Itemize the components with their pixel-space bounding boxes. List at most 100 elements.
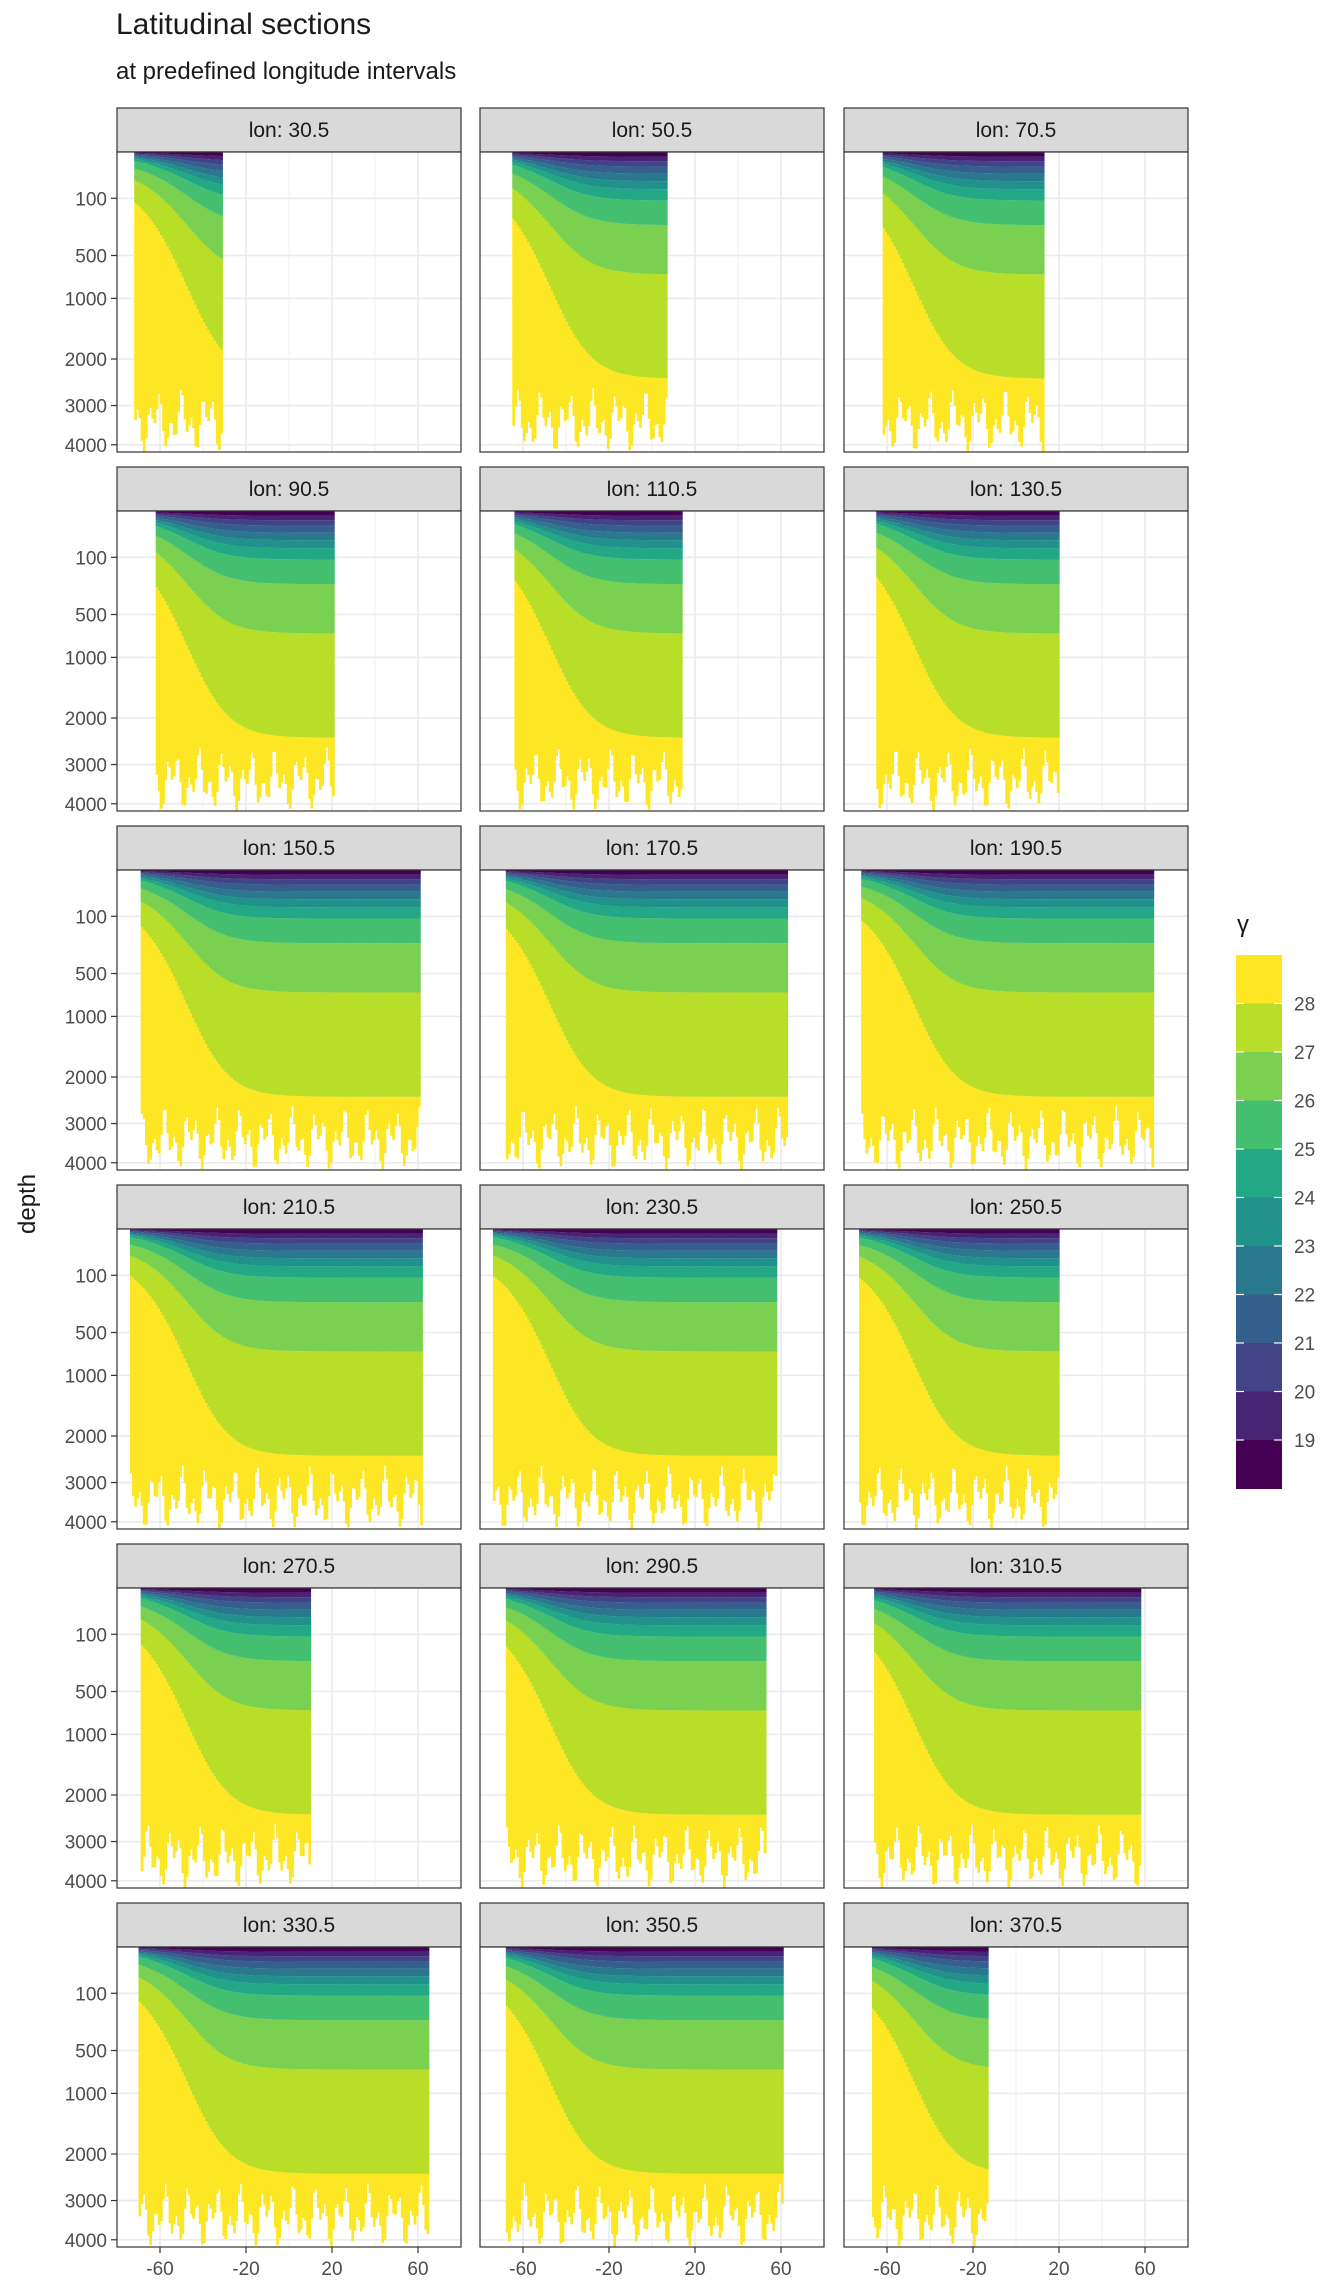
density-band: [938, 534, 942, 542]
density-band: [923, 177, 927, 186]
density-band: [992, 188, 996, 200]
density-band: [912, 152, 916, 155]
density-band: [891, 160, 895, 164]
density-band: [904, 267, 907, 422]
density-band: [600, 220, 604, 268]
density-band: [162, 539, 165, 559]
density-band: [932, 174, 935, 181]
density-band: [220, 164, 223, 171]
density-band: [529, 541, 533, 563]
density-band: [988, 547, 991, 559]
density-band: [282, 515, 286, 521]
density-band: [1007, 583, 1011, 633]
density-band: [535, 258, 539, 415]
density-band: [975, 152, 978, 157]
density-band: [1035, 152, 1039, 157]
density-band: [207, 189, 211, 210]
density-band: [228, 717, 232, 767]
density-band: [932, 152, 935, 156]
density-band: [327, 525, 331, 533]
density-band: [953, 515, 957, 520]
density-band: [968, 538, 972, 547]
density-band: [981, 173, 985, 181]
density-band: [533, 158, 537, 162]
density-band: [624, 374, 627, 409]
density-band: [645, 583, 649, 633]
density-band: [951, 544, 955, 555]
density-band: [166, 541, 170, 563]
density-band: [576, 571, 580, 613]
density-band: [168, 517, 172, 521]
density-band: [220, 515, 223, 520]
density-band: [314, 532, 318, 541]
density-band: [1011, 736, 1015, 776]
density-band: [600, 724, 604, 777]
density-band: [566, 158, 569, 163]
density-band: [936, 210, 940, 251]
density-band: [568, 539, 571, 549]
density-band: [568, 246, 571, 327]
density-band: [1035, 189, 1039, 201]
density-band: [641, 583, 644, 633]
density-band: [293, 511, 297, 516]
density-band: [1024, 189, 1028, 201]
density-band: [581, 523, 584, 530]
density-band: [1000, 166, 1004, 174]
density-band: [1005, 161, 1008, 167]
density-band: [960, 538, 963, 546]
density-band: [908, 578, 912, 636]
density-band: [319, 511, 322, 516]
density-band: [1020, 511, 1024, 516]
density-band: [936, 569, 940, 610]
density-band: [645, 156, 649, 162]
density-band: [205, 511, 208, 515]
density-band: [200, 158, 204, 163]
density-band: [988, 173, 991, 181]
density-band: [914, 516, 918, 520]
density-band: [187, 533, 191, 541]
density-band: [321, 525, 324, 533]
density-band: [912, 519, 916, 524]
density-band: [1003, 173, 1006, 182]
density-band: [187, 227, 191, 291]
density-band: [175, 534, 178, 548]
density-band: [1054, 584, 1058, 634]
density-band: [619, 732, 623, 781]
density-band: [226, 544, 230, 555]
density-band: [550, 516, 554, 520]
density-band: [587, 519, 591, 525]
density-band: [951, 156, 955, 161]
density-band: [215, 170, 219, 177]
density-band: [535, 511, 539, 514]
density-band: [1041, 161, 1045, 167]
density-band: [669, 633, 672, 738]
density-band: [527, 601, 531, 776]
density-band: [893, 530, 897, 542]
density-band: [544, 522, 548, 527]
density-band: [923, 152, 927, 156]
density-band: [647, 632, 651, 737]
density-band: [884, 156, 888, 160]
density-band: [192, 183, 195, 200]
density-band: [902, 515, 905, 518]
density-band: [932, 548, 935, 568]
density-band: [136, 156, 140, 158]
density-band: [299, 520, 303, 526]
density-band: [190, 157, 193, 162]
density-band: [632, 224, 636, 273]
density-band: [921, 166, 925, 172]
density-band: [153, 156, 157, 159]
density-band: [1028, 161, 1032, 167]
density-band: [304, 737, 307, 758]
density-band: [632, 166, 636, 174]
density-band: [917, 175, 920, 183]
density-band: [624, 173, 627, 181]
density-band: [211, 534, 215, 542]
density-band: [587, 511, 591, 516]
density-band: [983, 271, 987, 374]
density-band: [1035, 156, 1039, 162]
density-band: [960, 515, 963, 520]
density-band: [256, 539, 260, 548]
density-band: [138, 153, 142, 156]
density-band: [518, 511, 522, 513]
